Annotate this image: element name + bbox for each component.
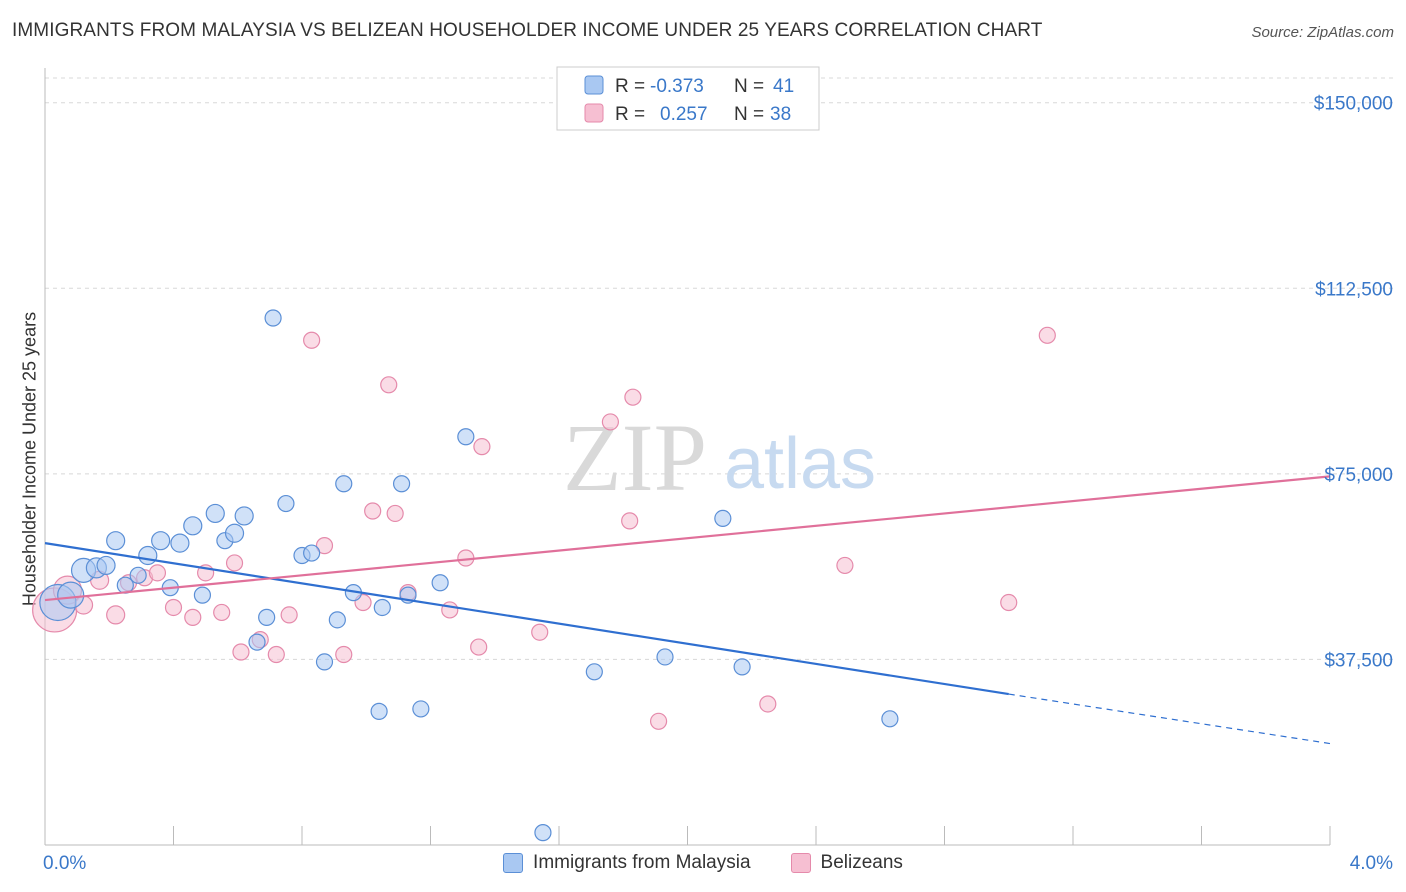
data-point-malaysia xyxy=(656,648,674,666)
data-point-belizeans xyxy=(232,643,250,661)
legend-item-belizeans: Belizeans xyxy=(790,852,903,874)
data-point-belizeans xyxy=(280,606,298,624)
data-point-malaysia xyxy=(328,611,346,629)
x-tick-label: 0.0% xyxy=(43,853,86,874)
data-point-belizeans xyxy=(335,645,353,664)
data-point-belizeans xyxy=(303,331,321,349)
data-point-belizeans xyxy=(836,556,854,575)
data-point-malaysia xyxy=(303,544,321,562)
data-point-belizeans xyxy=(225,554,244,572)
watermark-zip: ZIP xyxy=(563,404,707,511)
data-point-malaysia xyxy=(170,533,190,553)
legend-item-malaysia: Immigrants from Malaysia xyxy=(503,852,751,874)
data-point-malaysia xyxy=(129,566,147,584)
data-point-malaysia xyxy=(248,633,266,651)
data-point-malaysia xyxy=(193,586,212,604)
data-point-malaysia xyxy=(534,824,552,842)
data-point-belizeans xyxy=(315,537,334,555)
data-point-belizeans xyxy=(380,376,398,394)
series-malaysia xyxy=(39,309,899,842)
data-point-malaysia xyxy=(373,598,391,617)
data-point-malaysia xyxy=(138,545,158,566)
data-point-belizeans xyxy=(164,598,183,617)
data-point-malaysia xyxy=(335,475,353,493)
stats-n-label-pink: N = xyxy=(734,104,764,125)
data-point-belizeans xyxy=(106,605,126,625)
data-point-malaysia xyxy=(106,531,126,551)
data-point-malaysia xyxy=(370,702,388,720)
grid-lines xyxy=(45,77,1395,660)
legend-swatch-malaysia xyxy=(503,853,524,873)
trend-line-belizeans xyxy=(44,475,1331,602)
data-point-malaysia xyxy=(183,516,203,536)
watermark: ZIP atlas xyxy=(563,404,876,511)
data-point-belizeans xyxy=(1000,593,1018,612)
data-point-malaysia xyxy=(258,608,276,626)
data-point-belizeans xyxy=(601,413,620,431)
data-point-belizeans xyxy=(470,638,488,656)
data-point-belizeans xyxy=(184,608,202,626)
data-point-malaysia xyxy=(96,555,116,576)
data-point-malaysia xyxy=(57,581,85,609)
data-point-malaysia xyxy=(431,574,449,592)
data-point-malaysia xyxy=(264,309,282,327)
data-point-belizeans xyxy=(473,438,491,456)
legend-label-malaysia: Immigrants from Malaysia xyxy=(533,852,751,873)
data-point-malaysia xyxy=(315,653,334,671)
data-point-belizeans xyxy=(213,603,231,622)
stats-n-value-pink: 38 xyxy=(770,104,791,125)
source-credit: Source: ZipAtlas.com xyxy=(1251,24,1394,41)
data-point-malaysia xyxy=(457,428,475,446)
data-point-malaysia xyxy=(277,494,295,513)
data-point-belizeans xyxy=(624,388,642,406)
stats-r-value-pink: 0.257 xyxy=(660,104,708,125)
watermark-atlas: atlas xyxy=(724,424,876,504)
series-legend: Immigrants from Malaysia Belizeans xyxy=(0,852,1406,874)
data-point-malaysia xyxy=(733,658,751,676)
y-tick-label: $75,000 xyxy=(1324,465,1393,486)
stats-r-value-blue: -0.373 xyxy=(650,76,704,97)
trend-line-malaysia-extension xyxy=(1008,693,1331,745)
data-point-malaysia xyxy=(224,523,245,543)
stats-n-value-blue: 41 xyxy=(773,76,794,97)
stats-n-label-blue: N = xyxy=(734,76,764,97)
data-point-malaysia xyxy=(205,503,225,524)
data-point-malaysia xyxy=(392,475,411,493)
y-tick-label: $150,000 xyxy=(1314,94,1393,115)
data-point-belizeans xyxy=(267,645,285,664)
data-point-malaysia xyxy=(881,710,899,728)
stats-r-label-blue: R = xyxy=(615,76,645,97)
legend-label-belizeans: Belizeans xyxy=(820,852,903,873)
stats-r-label-pink: R = xyxy=(615,104,645,125)
trend-line-malaysia xyxy=(44,542,1009,696)
data-point-belizeans xyxy=(148,564,167,582)
x-tick-labels: 0.0% 4.0% xyxy=(43,853,1393,874)
data-point-belizeans xyxy=(649,712,668,730)
data-point-malaysia xyxy=(585,663,603,681)
data-point-belizeans xyxy=(386,504,404,523)
data-point-malaysia xyxy=(412,700,430,718)
trend-lines xyxy=(44,475,1331,745)
chart-title: IMMIGRANTS FROM MALAYSIA VS BELIZEAN HOU… xyxy=(12,20,1043,41)
axes xyxy=(44,68,1331,846)
data-point-malaysia xyxy=(234,506,254,526)
data-point-belizeans xyxy=(1038,326,1056,344)
stats-legend: R = -0.373 N = 41 R = 0.257 N = 38 xyxy=(556,66,820,131)
legend-swatch-belizeans xyxy=(790,853,811,873)
data-point-belizeans xyxy=(759,695,777,713)
y-tick-label: $37,500 xyxy=(1324,650,1393,671)
data-point-belizeans xyxy=(621,512,639,530)
stats-swatch-blue xyxy=(584,75,604,95)
data-point-belizeans xyxy=(441,601,459,619)
y-tick-labels: $37,500 $75,000 $112,500 $150,000 xyxy=(1314,94,1393,672)
y-tick-label: $112,500 xyxy=(1315,279,1393,300)
x-tick-label: 4.0% xyxy=(1350,853,1393,874)
stats-swatch-pink xyxy=(584,103,604,123)
data-point-belizeans xyxy=(531,623,549,641)
data-point-malaysia xyxy=(714,509,732,528)
data-point-belizeans xyxy=(364,502,382,520)
data-point-malaysia xyxy=(151,531,171,551)
